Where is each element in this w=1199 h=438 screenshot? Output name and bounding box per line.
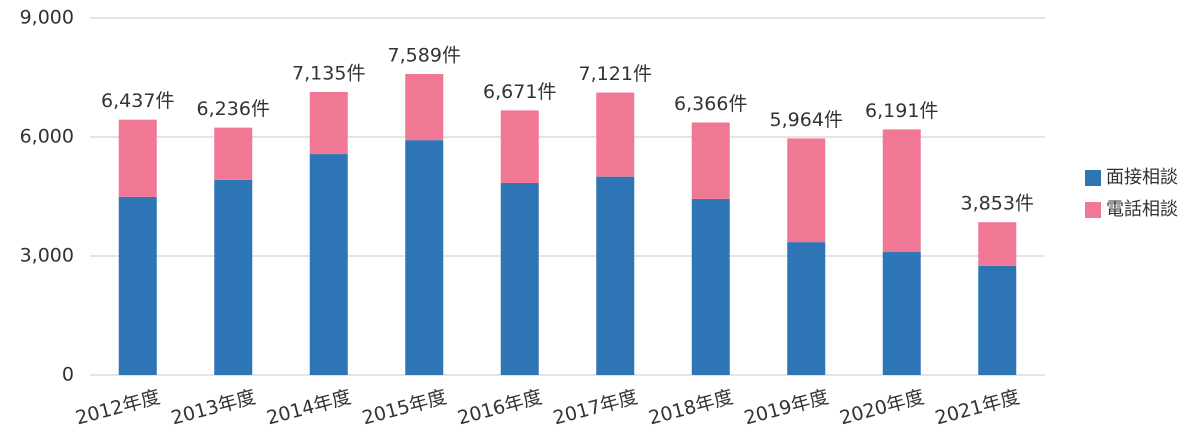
bar-segment (787, 138, 826, 243)
x-tick-label: 2015年度 (360, 386, 449, 430)
x-tick-label: 2021年度 (933, 386, 1022, 430)
x-tick-label: 2013年度 (169, 386, 258, 430)
bar-segment (500, 183, 539, 375)
bar-segment (500, 110, 539, 184)
x-tick-label: 2014年度 (264, 386, 353, 430)
y-tick-label: 3,000 (20, 245, 74, 267)
bar-segment (214, 127, 253, 180)
bar-segment (596, 92, 635, 177)
bar-segment (309, 154, 348, 375)
x-tick-label: 2016年度 (455, 386, 544, 430)
bar-segment (405, 140, 444, 375)
total-label: 6,671件 (483, 81, 556, 103)
total-label: 6,366件 (674, 93, 747, 115)
legend-swatch (1085, 170, 1101, 186)
bar-segment (882, 252, 921, 375)
bar-segment (691, 198, 730, 375)
total-label: 3,853件 (961, 193, 1034, 215)
total-label: 5,964件 (770, 109, 843, 131)
y-tick-label: 9,000 (20, 7, 74, 29)
legend-label: 電話相談 (1106, 199, 1178, 220)
x-tick-label: 2017年度 (551, 386, 640, 430)
total-label: 6,236件 (197, 98, 270, 120)
bar-segment (405, 73, 444, 141)
x-tick-label: 2012年度 (73, 386, 162, 430)
x-tick-label: 2019年度 (742, 386, 831, 430)
x-tick-label: 2020年度 (837, 386, 926, 430)
total-label: 7,589件 (388, 44, 461, 66)
x-tick-label: 2018年度 (646, 386, 735, 430)
total-label: 6,437件 (101, 90, 174, 112)
bar-segment (882, 129, 921, 253)
legend-label: 面接相談 (1106, 167, 1178, 188)
y-tick-label: 0 (62, 364, 74, 386)
bar-segment (214, 179, 253, 375)
total-label: 7,121件 (579, 63, 652, 85)
bar-segment (978, 222, 1017, 266)
bar-segment (118, 196, 157, 375)
bar-segment (309, 91, 348, 155)
total-label: 6,191件 (865, 100, 938, 122)
bar-segment (978, 265, 1017, 375)
bar-segment (596, 176, 635, 375)
y-tick-label: 6,000 (20, 126, 74, 148)
bar-segment (787, 242, 826, 375)
bar-segment (118, 119, 157, 197)
legend-swatch (1085, 202, 1101, 218)
total-label: 7,135件 (292, 62, 365, 84)
bar-segment (691, 122, 730, 199)
